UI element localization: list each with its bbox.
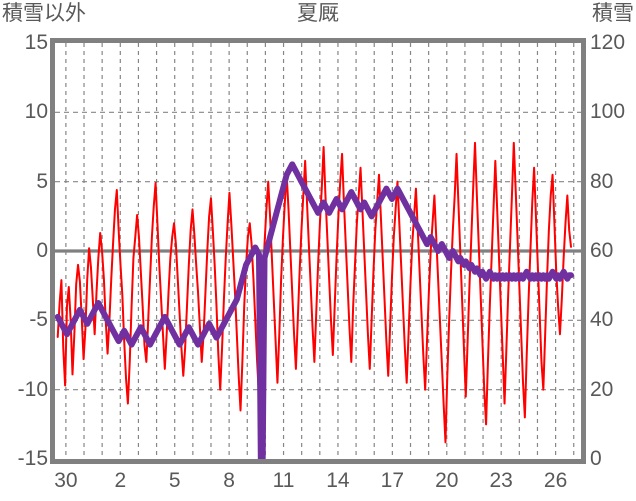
series-snow-depth — [55, 161, 575, 459]
right-tick-100: 100 — [590, 100, 626, 124]
series-temperature — [56, 141, 573, 444]
right-tick-120: 120 — [590, 31, 626, 54]
x-tick-11: 11 — [272, 469, 295, 492]
right-axis-title: 積雪 — [592, 2, 634, 25]
right-tick-20: 20 — [590, 377, 614, 401]
x-tick-17: 17 — [380, 469, 405, 492]
left-tick--5: -5 — [29, 308, 48, 332]
x-tick-23: 23 — [489, 469, 513, 492]
x-tick-5: 5 — [168, 469, 181, 492]
x-tick-30: 30 — [54, 469, 78, 492]
left-tick-15: 15 — [24, 31, 48, 54]
x-tick-20: 20 — [435, 469, 459, 492]
left-tick-0: 0 — [36, 239, 48, 262]
x-tick-26: 26 — [543, 469, 568, 492]
x-tick-8: 8 — [223, 469, 235, 492]
gridlines — [55, 43, 581, 459]
series-lines — [55, 141, 575, 459]
left-tick-5: 5 — [36, 169, 48, 193]
right-tick-0: 0 — [590, 447, 602, 470]
left-axis-title: 積雪以外 — [2, 2, 86, 25]
x-tick-14: 14 — [326, 469, 350, 492]
left-tick--10: -10 — [17, 377, 48, 401]
plot-area — [50, 38, 586, 464]
x-tick-2: 2 — [114, 469, 127, 492]
right-tick-60: 60 — [590, 239, 614, 262]
right-tick-80: 80 — [590, 169, 614, 193]
left-tick-10: 10 — [24, 100, 48, 124]
left-tick--15: -15 — [17, 447, 48, 470]
chart-title: 夏厩 — [297, 2, 339, 25]
right-tick-40: 40 — [590, 308, 614, 332]
